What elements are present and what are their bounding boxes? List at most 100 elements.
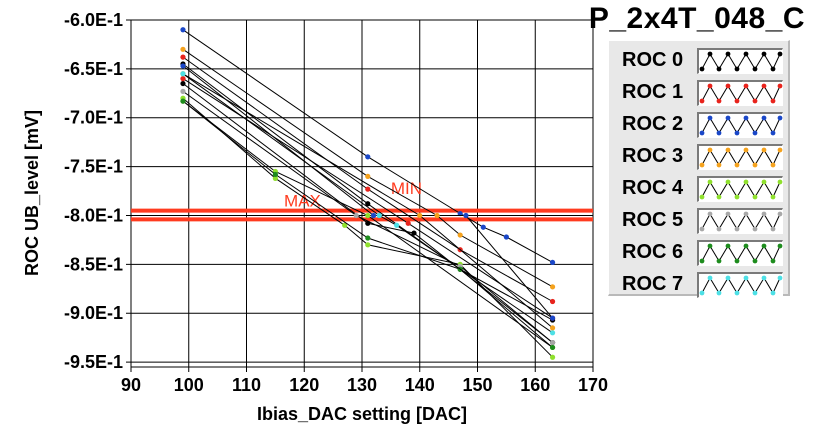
legend-swatch-line — [701, 212, 781, 231]
legend-swatch-marker — [734, 130, 740, 136]
legend-swatch-marker — [699, 258, 705, 264]
legend-swatch-marker — [752, 66, 758, 72]
legend-swatch-marker — [770, 130, 776, 136]
legend-swatch-marker — [770, 194, 776, 200]
legend-swatch — [697, 208, 783, 234]
data-point — [417, 212, 423, 219]
data-point — [365, 201, 371, 207]
legend-swatch-marker — [777, 243, 783, 249]
data-point — [549, 315, 556, 321]
legend-swatch-line — [701, 244, 781, 263]
legend-swatch-marker — [743, 147, 749, 153]
data-point — [463, 212, 469, 219]
legend-swatch-marker — [734, 258, 740, 264]
data-point — [180, 76, 186, 82]
legend-swatch-graphic — [699, 147, 783, 168]
legend-swatch-marker — [743, 179, 749, 185]
legend-swatch-line — [701, 116, 781, 135]
data-point — [342, 222, 348, 228]
series-line — [182, 63, 553, 321]
legend-swatch-marker — [707, 275, 713, 281]
y-tick-label: -8.5E-1 — [64, 254, 123, 274]
data-point — [365, 186, 371, 192]
data-point — [411, 230, 417, 236]
legend-swatch-marker — [725, 83, 731, 89]
legend-swatch-marker — [761, 243, 767, 249]
data-point — [405, 220, 411, 226]
legend-swatch-marker — [743, 83, 749, 89]
y-tick-label: -7.0E-1 — [64, 108, 123, 128]
legend-swatch-marker — [743, 275, 749, 281]
legend-swatch-marker — [707, 51, 713, 57]
legend-label: ROC 2 — [622, 113, 684, 135]
legend-swatch-marker — [752, 162, 758, 168]
series-line — [182, 90, 553, 343]
y-tick-label: -8.0E-1 — [64, 205, 123, 225]
legend-swatch-marker — [777, 147, 783, 153]
data-point — [365, 242, 371, 248]
legend-swatch-marker — [707, 83, 713, 89]
data-point — [549, 339, 556, 346]
legend-swatch — [697, 112, 783, 138]
legend-swatch-marker — [777, 115, 783, 121]
threshold-label-min: MIN — [391, 179, 422, 198]
legend-swatch-marker — [716, 162, 722, 168]
x-tick-label: 140 — [405, 375, 435, 395]
data-point — [457, 210, 463, 217]
legend-label: ROC 4 — [622, 177, 684, 199]
legend-label: ROC 6 — [622, 241, 684, 263]
series-line — [182, 29, 553, 263]
legend-swatch-marker — [725, 211, 731, 217]
legend-swatch-marker — [699, 290, 705, 296]
legend-swatch-marker — [734, 290, 740, 296]
legend-swatch-marker — [725, 147, 731, 153]
data-point — [503, 234, 509, 240]
legend-swatch-marker — [716, 194, 722, 200]
legend-label: ROC 3 — [622, 145, 684, 167]
legend-swatch-line — [701, 52, 781, 71]
legend-item-roc4: ROC 4 — [609, 173, 787, 203]
legend-swatch-marker — [777, 83, 783, 89]
x-tick-label: 160 — [520, 375, 550, 395]
data-point — [457, 232, 463, 238]
data-point — [480, 224, 486, 230]
grid-lines — [131, 20, 593, 367]
legend-item-roc6: ROC 6 — [609, 237, 787, 267]
threshold-label-max: MAX — [284, 192, 321, 211]
legend-swatch — [697, 80, 783, 106]
legend-swatch-marker — [716, 98, 722, 104]
legend-swatch-marker — [752, 290, 758, 296]
legend-swatch-marker — [770, 162, 776, 168]
legend-swatch-marker — [770, 98, 776, 104]
legend-swatch-graphic — [699, 275, 783, 296]
legend-swatch-marker — [725, 243, 731, 249]
legend-swatch-graphic — [699, 243, 783, 264]
legend-swatch — [697, 272, 783, 298]
legend-swatch — [697, 144, 783, 170]
series-line — [182, 56, 553, 302]
legend-label: ROC 0 — [622, 49, 684, 71]
legend-item-roc5: ROC 5 — [609, 205, 787, 235]
data-point — [365, 212, 371, 219]
legend-swatch-line — [701, 148, 781, 167]
legend-swatch-marker — [716, 258, 722, 264]
legend-swatch-marker — [699, 194, 705, 200]
data-point — [549, 344, 556, 351]
x-tick-label: 100 — [174, 375, 204, 395]
legend-item-roc7: ROC 7 — [609, 269, 787, 299]
data-series — [180, 27, 556, 360]
legend-swatch-marker — [707, 211, 713, 217]
legend-swatch-graphic — [699, 179, 783, 200]
data-point — [365, 173, 371, 179]
legend-swatch-marker — [777, 211, 783, 217]
data-point — [549, 354, 556, 360]
series-line — [182, 73, 553, 334]
data-point — [180, 63, 186, 69]
legend-item-roc3: ROC 3 — [609, 141, 787, 171]
legend-swatch-marker — [761, 179, 767, 185]
data-point — [549, 284, 556, 290]
legend-swatch-marker — [707, 115, 713, 121]
legend-swatch-graphic — [699, 51, 783, 72]
legend-swatch-marker — [699, 66, 705, 72]
legend-swatch-marker — [752, 258, 758, 264]
